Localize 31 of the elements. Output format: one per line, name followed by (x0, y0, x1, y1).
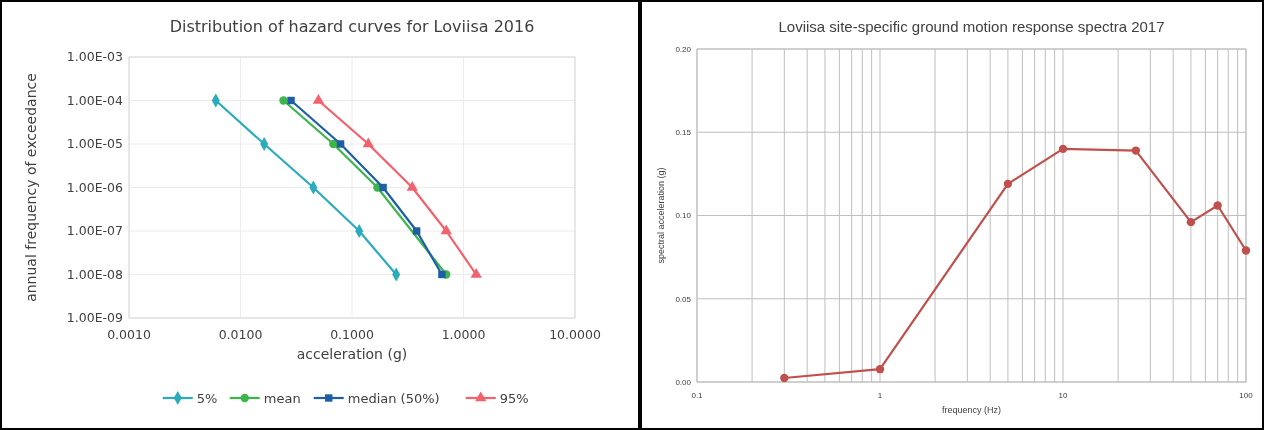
y-axis-title: annual frequency of exceedance (23, 73, 39, 302)
y-tick-label: 1.00E-08 (66, 266, 124, 282)
x-tick-label: 0.0100 (218, 326, 263, 342)
chart-title: Loviisa site-specific ground motion response spectra 2017 (778, 18, 1165, 35)
y-tick-label: 1.00E-03 (66, 49, 123, 65)
x-tick-label: 0.1000 (330, 326, 374, 342)
y-tick-label: 1.00E-06 (66, 179, 124, 195)
y-tick-label: 0.05 (675, 294, 692, 304)
y-tick-label: 0.00 (675, 377, 692, 387)
legend-label: 95% (499, 390, 529, 406)
y-tick-label: 1.00E-05 (66, 136, 123, 152)
x-tick-label: 1 (877, 391, 883, 400)
x-tick-label: 0.0010 (107, 326, 151, 342)
legend-label: mean (263, 390, 301, 406)
y-tick-label: 0.15 (675, 128, 692, 138)
x-axis-title: frequency (Hz) (941, 405, 1002, 415)
x-axis-title: acceleration (g) (296, 345, 408, 362)
legend-label: median (50%) (347, 390, 440, 406)
x-tick-label: 10.0000 (549, 326, 601, 342)
y-axis-title: spectral acceleration (g) (656, 167, 666, 264)
chart-title: Distribution of hazard curves for Loviisa 2016 (169, 17, 535, 36)
y-tick-label: 0.10 (675, 211, 692, 221)
y-tick-label: 1.00E-07 (66, 223, 123, 239)
y-tick-label: 1.00E-04 (66, 92, 124, 108)
x-tick-label: 10 (1058, 391, 1068, 400)
x-tick-label: 1.0000 (441, 326, 486, 342)
x-tick-label: 100 (1239, 391, 1254, 400)
y-tick-label: 0.20 (675, 44, 692, 54)
x-tick-label: 0.1 (691, 391, 704, 400)
y-tick-label: 1.00E-09 (66, 310, 124, 326)
legend-label: 5% (196, 390, 218, 406)
